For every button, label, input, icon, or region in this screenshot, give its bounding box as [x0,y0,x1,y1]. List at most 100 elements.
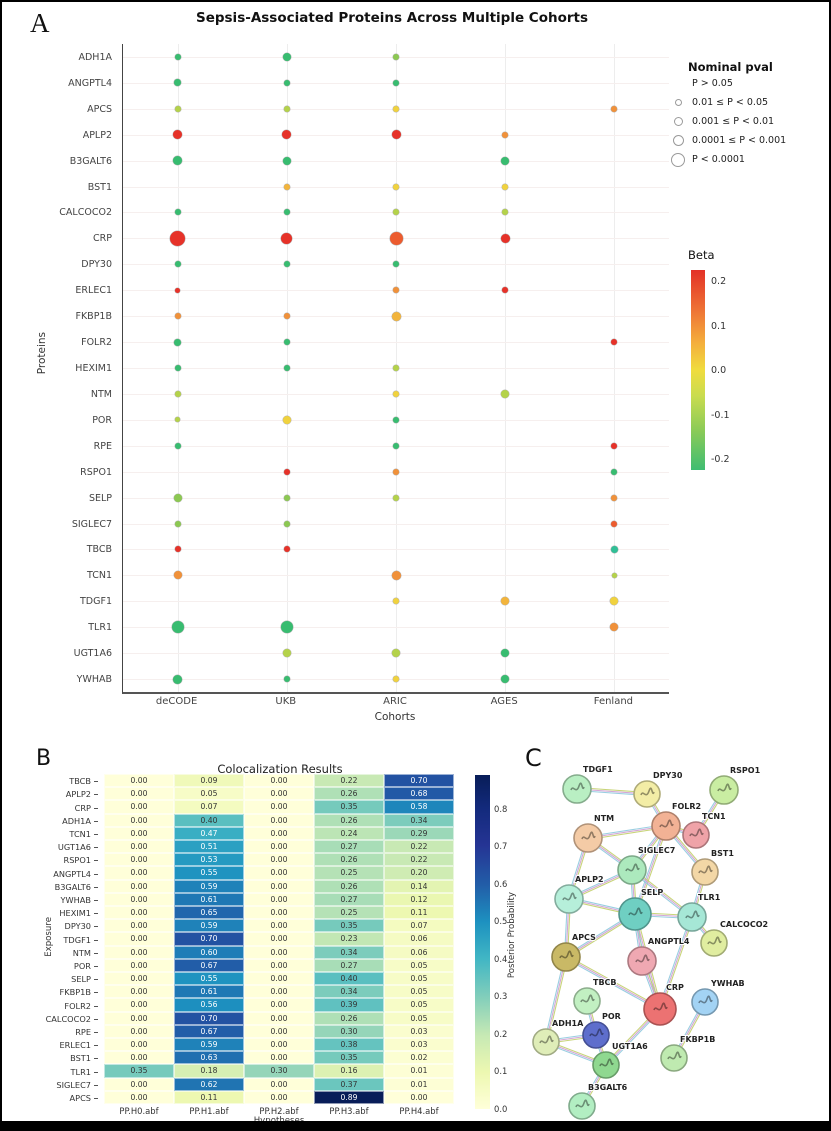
heatmap-cell-NTM-PP.H4.abf: 0.06 [384,945,454,959]
heatmap-row-label: BST1 [2,1053,98,1063]
heatmap-cell-RPE-PP.H2.abf: 0.00 [244,1024,314,1038]
dot-TDGF1-ARIC [393,598,399,605]
node-structure-glyph-YWHAB [698,995,713,1004]
heatmap-cell-ERLEC1-PP.H4.abf: 0.03 [384,1038,454,1052]
heatmap-cell-CRP-PP.H2.abf: 0.00 [244,800,314,814]
row-tick [94,1018,98,1020]
circle [672,135,684,146]
heatmap-cell-NTM-PP.H3.abf: 0.34 [314,945,384,959]
heatmap-col-label: PP.H4.abf [399,1106,439,1116]
protein-tick-label: FKBP1B [75,311,112,323]
legend-title: Nominal pval [688,60,773,74]
dot-BST1-AGES [502,183,509,190]
heatmap-cell-UGT1A6-PP.H1.abf: 0.51 [174,840,244,854]
legend-item: 0.001 ≤ P < 0.01 [670,112,829,131]
posterior-tick-label: 0.2 [494,1028,508,1039]
heatmap-cell-YWHAB-PP.H3.abf: 0.27 [314,892,384,906]
heatmap-cell-TBCB-PP.H2.abf: 0.00 [244,774,314,788]
heatmap-row-label: B3GALT6 [2,882,98,892]
protein-tick-label: BST1 [87,181,112,193]
dot-SELP-UKB [283,494,290,501]
network-node-label-ADH1A: ADH1A [552,1019,584,1028]
posterior-tick-label: 0.3 [494,991,508,1002]
heatmap-cell-ERLEC1-PP.H3.abf: 0.38 [314,1038,384,1052]
row-tick [94,979,98,981]
heatmap-cell-TCN1-PP.H1.abf: 0.47 [174,826,244,840]
dot-RPE-ARIC [393,442,399,449]
node-structure-glyph-SELP [628,907,643,916]
beta-tick-label: -0.1 [711,409,730,421]
row-tick [94,899,98,901]
heatmap-cell-POR-PP.H1.abf: 0.67 [174,958,244,972]
heatmap-cell-CALCOCO2-PP.H1.abf: 0.70 [174,1011,244,1025]
dot-ANGPTL4-deCODE [174,79,182,87]
row-tick [94,926,98,928]
heatmap-cell-SIGLEC7-PP.H3.abf: 0.37 [314,1077,384,1091]
dotplot-area [122,44,669,694]
dot-CRP-deCODE [170,230,186,246]
protein-tick-label: RPE [93,440,112,452]
node-structure-glyph-TBCB [580,994,595,1003]
dot-APLP2-ARIC [391,130,401,140]
beta-colorbar-title: Beta [688,248,715,262]
heatmap-row-label: DPY30 [2,921,98,931]
row-tick [94,886,98,888]
circle [674,99,682,106]
pval-circle-icon [670,99,686,106]
protein-tick-label: ANGPTL4 [68,77,112,89]
heatmap-row-label: FOLR2 [2,1001,98,1011]
heatmap-row-label: CRP [2,803,98,813]
heatmap-cell-SIGLEC7-PP.H2.abf: 0.00 [244,1077,314,1091]
heatmap-cell-CRP-PP.H3.abf: 0.35 [314,800,384,814]
heatmap-cell-FOLR2-PP.H3.abf: 0.39 [314,998,384,1012]
network-node-label-SIGLEC7: SIGLEC7 [638,846,675,855]
row-tick [94,1005,98,1007]
heatmap-cell-TBCB-PP.H1.abf: 0.09 [174,774,244,788]
heatmap-cell-POR-PP.H4.abf: 0.05 [384,958,454,972]
dot-POR-deCODE [175,417,181,423]
dot-FOLR2-Fenland [611,339,618,346]
network-node-label-TBCB: TBCB [593,978,617,987]
node-structure-glyph-TLR1 [685,910,700,919]
row-tick [94,952,98,954]
node-structure-glyph-FKBP1B [667,1051,682,1060]
panel-b-label: B [36,746,52,771]
heatmap-cell-CRP-PP.H1.abf: 0.07 [174,800,244,814]
cohort-tick-label: ARIC [383,696,407,707]
dot-TCN1-Fenland [611,572,617,578]
dot-APLP2-deCODE [173,130,183,140]
heatmap-cell-HEXIM1-PP.H1.abf: 0.65 [174,906,244,920]
heatmap-cell-TLR1-PP.H0.abf: 0.35 [104,1064,174,1078]
dot-ADH1A-ARIC [393,53,399,60]
heatmap-cell-DPY30-PP.H3.abf: 0.35 [314,919,384,933]
heatmap-cell-TCN1-PP.H2.abf: 0.00 [244,826,314,840]
dot-SIGLEC7-deCODE [174,520,181,527]
legend-item: 0.0001 ≤ P < 0.001 [670,131,829,150]
heatmap-cell-RSPO1-PP.H0.abf: 0.00 [104,853,174,867]
heatmap-cell-FKBP1B-PP.H2.abf: 0.00 [244,985,314,999]
network-node-label-YWHAB: YWHAB [710,979,745,988]
heatmap-cell-YWHAB-PP.H2.abf: 0.00 [244,892,314,906]
heatmap-cell-FKBP1B-PP.H3.abf: 0.34 [314,985,384,999]
dot-HEXIM1-deCODE [174,365,181,371]
heatmap-cell-FKBP1B-PP.H1.abf: 0.61 [174,985,244,999]
heatmap-cell-YWHAB-PP.H4.abf: 0.12 [384,892,454,906]
heatmap-cell-UGT1A6-PP.H0.abf: 0.00 [104,840,174,854]
gridline-h [123,627,669,629]
heatmap-cell-SELP-PP.H4.abf: 0.05 [384,972,454,986]
heatmap-cell-CALCOCO2-PP.H2.abf: 0.00 [244,1011,314,1025]
heatmap-cell-UGT1A6-PP.H2.abf: 0.00 [244,840,314,854]
dot-SIGLEC7-Fenland [611,520,618,527]
network-node-label-ANGPTL4: ANGPTL4 [648,937,690,946]
legend-item: 0.01 ≤ P < 0.05 [670,93,829,112]
heatmap-cell-TCN1-PP.H3.abf: 0.24 [314,826,384,840]
dot-NTM-ARIC [393,390,399,397]
dot-SELP-ARIC [393,494,399,501]
heatmap-cell-TDGF1-PP.H3.abf: 0.23 [314,932,384,946]
gridline-h [123,342,669,344]
posterior-tick-label: 0.7 [494,841,508,852]
heatmap-row-label: ANGPTL4 [2,869,98,879]
panel-c-label: C [525,744,542,772]
heatmap-row-label: NTM [2,948,98,958]
